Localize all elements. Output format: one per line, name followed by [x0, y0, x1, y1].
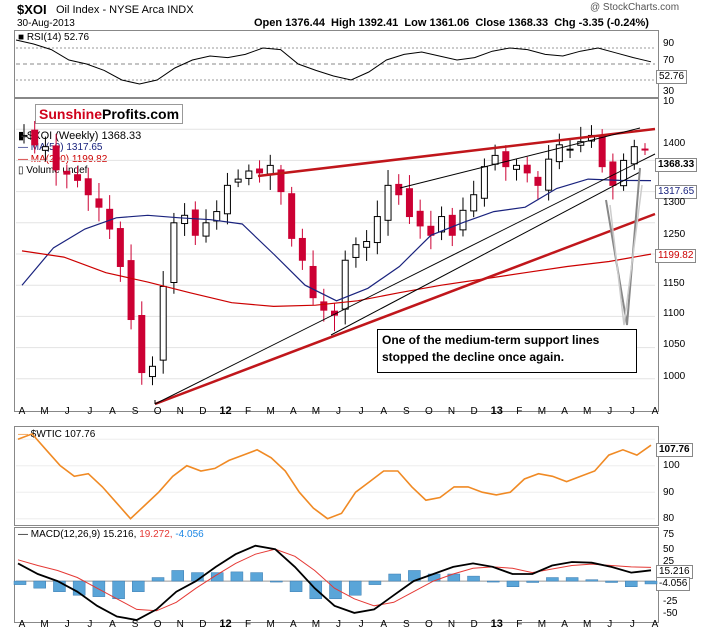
wtic-pane: [14, 426, 659, 526]
index-name: Oil Index - NYSE Arca INDX: [56, 4, 194, 16]
macd-pane: [14, 527, 659, 623]
rsi-tick: 90: [663, 38, 675, 49]
watermark: @ StockCharts.com: [590, 2, 680, 13]
macd-tick: 50: [663, 544, 675, 555]
wtic-value-tag: 107.76: [656, 443, 693, 457]
macd-tick: -50: [663, 608, 678, 619]
macd-line-icon: —: [18, 529, 31, 540]
price-title: ▮ $XOI (Weekly) 1368.33: [18, 130, 142, 142]
wtic-line-icon: —: [18, 429, 31, 440]
ma200-label: — MA(200) 1199.82: [18, 154, 108, 165]
sunshine-logo: SunshineProfits.com: [35, 104, 184, 124]
macd-tick: 25: [663, 556, 675, 567]
ma200-value-tag: 1199.82: [655, 249, 697, 263]
macd-tick: 75: [663, 529, 675, 540]
price-tick: 1100: [663, 308, 685, 319]
hist-value-tag: -4.056: [656, 577, 691, 591]
close-value-tag: 1368.33: [655, 158, 698, 172]
rsi-value-tag: 52.76: [656, 70, 688, 84]
ma50-value-tag: 1317.65: [655, 185, 698, 199]
price-tick: 1000: [663, 371, 686, 382]
price-tick: 1300: [663, 197, 686, 208]
chart-date: 30-Aug-2013: [17, 18, 75, 29]
wtic-tick: 80: [663, 513, 675, 524]
price-tick: 1050: [663, 339, 686, 350]
candles-icon: ▮: [18, 130, 28, 142]
volume-icon: ▯: [18, 165, 27, 176]
symbol-label: $XOI: [17, 2, 47, 17]
ohlc-readout: Open 1376.44 High 1392.41 Low 1361.06 Cl…: [254, 17, 649, 29]
macd-tick: -25: [663, 596, 678, 607]
volume-label: ▯ Volume undef: [18, 165, 88, 176]
rsi-tick: 10: [663, 96, 675, 107]
rsi-tick: 30: [663, 86, 675, 97]
price-tick: 1250: [663, 229, 686, 240]
ma50-label: — MA(50) 1317.65: [18, 142, 103, 153]
macd-label: — MACD(12,26,9) 15.216, 19.272, -4.056: [18, 529, 204, 540]
wtic-label: — $WTIC 107.76: [18, 429, 96, 440]
price-tick: 1150: [663, 278, 685, 289]
annotation-note: One of the medium-term support lines sto…: [377, 329, 637, 373]
rsi-tick: 70: [663, 55, 675, 66]
wtic-tick: 100: [663, 460, 680, 471]
rsi-pane: [14, 30, 659, 98]
rsi-icon: ■: [18, 32, 27, 43]
rsi-label: ■ RSI(14) 52.76: [18, 32, 90, 43]
price-tick: 1400: [663, 138, 686, 149]
wtic-tick: 90: [663, 487, 675, 498]
